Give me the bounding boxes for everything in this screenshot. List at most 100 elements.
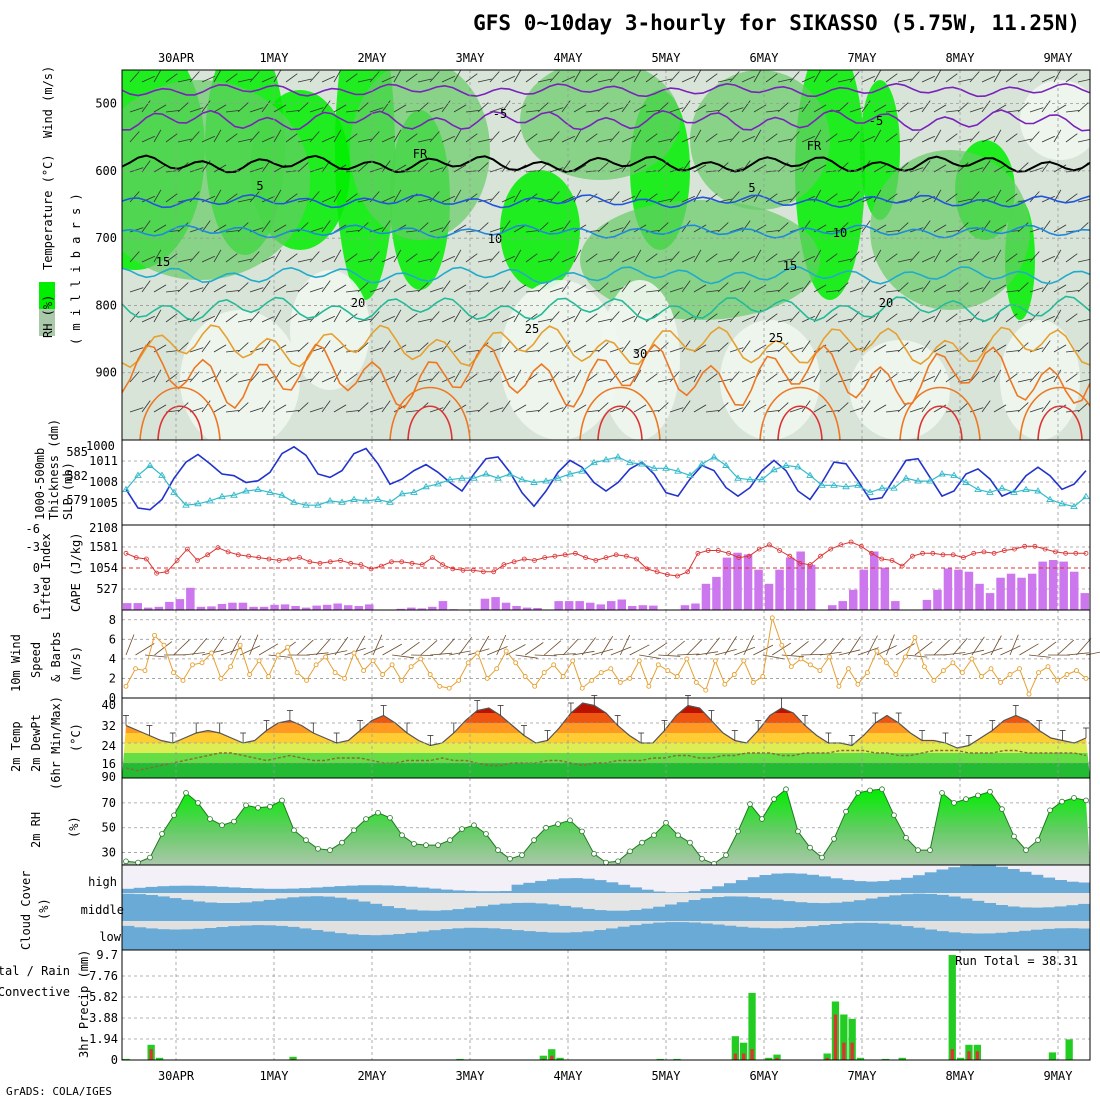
upper-wind-barb-548 <box>669 311 680 323</box>
upper-wind-barb-405 <box>525 350 540 353</box>
upper-wind-barb-694 <box>813 369 822 383</box>
upper-wind-barb-474 <box>597 258 612 263</box>
upper-wind-barb-64 <box>189 191 200 203</box>
upper-wind-barb-69 <box>189 347 204 353</box>
precip-total-bar-88 <box>856 1057 865 1060</box>
thickness-point-42 <box>626 458 634 466</box>
upper-wind-barb-732 <box>861 75 875 83</box>
upper-wind-barb-106 <box>225 373 238 383</box>
upper-wind-barb-671 <box>789 407 804 413</box>
lifted-index-point-39 <box>521 556 527 562</box>
bottom-date-7MAY: 7MAY <box>848 1069 878 1083</box>
contour-label-4: 15 <box>156 255 170 269</box>
lifted-index-point-25 <box>378 563 384 569</box>
precip-convective-bar-102 <box>975 1051 979 1060</box>
upper-wind-barb-484 <box>609 191 620 203</box>
upper-wind-barb-440 <box>561 315 575 323</box>
upper-wind-barb-332 <box>453 309 462 323</box>
precip-total-bar-20 <box>289 1056 297 1060</box>
upper-wind-barb-408 <box>537 78 552 83</box>
upper-wind-barb-609 <box>729 347 744 353</box>
upper-wind-barb-335 <box>453 404 467 413</box>
wind-speed-point-56 <box>655 662 661 668</box>
thickness-tick-579: 579 <box>66 493 88 507</box>
upper-wind-barb-746 <box>873 129 882 143</box>
upper-wind-barb-490 <box>609 371 620 383</box>
upper-wind-barb-875 <box>993 404 1007 413</box>
upper-wind-barb-957 <box>1077 342 1089 353</box>
wind-panel-background <box>122 610 1090 698</box>
cloud-cell-1-52 <box>735 896 749 921</box>
upper-wind-barb-562 <box>681 375 695 383</box>
upper-wind-barb-165 <box>285 350 300 353</box>
upper-wind-barb-274 <box>393 369 402 383</box>
upper-wind-barb-556 <box>681 195 695 203</box>
cloud-cell-1-47 <box>676 902 690 921</box>
upper-wind-barb-560 <box>681 315 695 323</box>
rh-dry-area-0 <box>180 310 300 440</box>
upper-wind-barb-324 <box>453 70 462 83</box>
wind-speed-point-47 <box>570 658 576 664</box>
upper-wind-barb-522 <box>645 253 658 263</box>
upper-wind-barb-643 <box>765 290 780 293</box>
upper-wind-barb-949 <box>1077 102 1089 113</box>
lifted-index-point-24 <box>368 566 374 572</box>
surface-barb-53 <box>629 644 650 656</box>
upper-wind-barb-858 <box>981 255 995 263</box>
upper-wind-barb-72 <box>201 75 215 83</box>
upper-wind-barb-828 <box>957 78 972 83</box>
temperature-contour-5 <box>122 193 1090 209</box>
upper-wind-barb-890 <box>1017 138 1032 143</box>
cloud-cell-0-43 <box>629 887 642 893</box>
upper-wind-barb-507 <box>633 164 647 173</box>
cloud-cell-1-31 <box>488 904 501 921</box>
bottom-date-labels: 30APR 1MAY 2MAY 3MAY 4MAY 5MAY 6MAY 7MAY 8MAY 9MA… <box>158 1069 1073 1083</box>
upper-wind-barb-418 <box>537 378 552 383</box>
upper-wind-barb-835 <box>957 282 969 293</box>
wind-speed-point-84 <box>921 664 927 670</box>
rh-point-54 <box>771 796 777 802</box>
top-date-labels: 30APR 1MAY 2MAY 3MAY 4MAY 5MAY 6MAY 7MAY 8MAY 9MA… <box>158 51 1073 65</box>
surface-barb-58 <box>677 653 700 656</box>
wind-label-3: & Barbs <box>49 631 63 682</box>
upper-wind-barb-473 <box>597 222 609 233</box>
upper-wind-barb-286 <box>405 373 418 383</box>
cloud-cell-1-35 <box>535 903 548 921</box>
upper-wind-barb-460 <box>585 193 598 203</box>
cape-bar-27 <box>407 607 416 610</box>
rh-point-30 <box>483 831 489 837</box>
upper-wind-barb-887 <box>1005 410 1020 413</box>
upper-wind-barb-141 <box>261 340 271 353</box>
upper-wind-barb-862 <box>981 375 995 383</box>
cape-bar-36 <box>501 602 511 610</box>
upper-wind-barb-630 <box>753 249 762 263</box>
precip-convective-bar-101 <box>967 1051 971 1060</box>
cape-bar-19 <box>322 604 332 610</box>
thickness-point-57 <box>806 471 814 478</box>
thickness-tick-585: 585 <box>66 445 88 459</box>
upper-wind-barb-85 <box>213 104 227 113</box>
wind-speed-point-18 <box>294 670 300 676</box>
cloud-cell-0-65 <box>889 879 902 893</box>
upper-wind-barb-79 <box>201 280 211 293</box>
upper-wind-barb-369 <box>489 347 504 353</box>
upper-wind-barb-442 <box>561 375 575 383</box>
cloud-cell-1-10 <box>240 902 253 921</box>
lifted-index-point-27 <box>399 559 405 565</box>
upper-wind-barb-258 <box>381 255 395 263</box>
upper-wind-barb-923 <box>1041 400 1051 413</box>
cape-bar-48 <box>628 606 637 610</box>
cloud-cell-2-13 <box>275 925 288 950</box>
precip-panel-background <box>122 950 1090 1060</box>
upper-wind-barb-134 <box>261 135 275 143</box>
lifted-index-point-9 <box>215 545 221 551</box>
contour-label-3: 10 <box>488 232 502 246</box>
upper-wind-barb-853 <box>981 100 991 113</box>
upper-wind-barb-364 <box>489 191 500 203</box>
thickness-point-4 <box>170 488 178 495</box>
upper-wind-barb-48 <box>177 78 192 83</box>
upper-wind-barb-5 <box>129 227 144 233</box>
lifted-index-point-88 <box>1022 543 1028 549</box>
thickness-point-76 <box>1034 487 1042 494</box>
upper-wind-barb-4 <box>129 191 140 203</box>
